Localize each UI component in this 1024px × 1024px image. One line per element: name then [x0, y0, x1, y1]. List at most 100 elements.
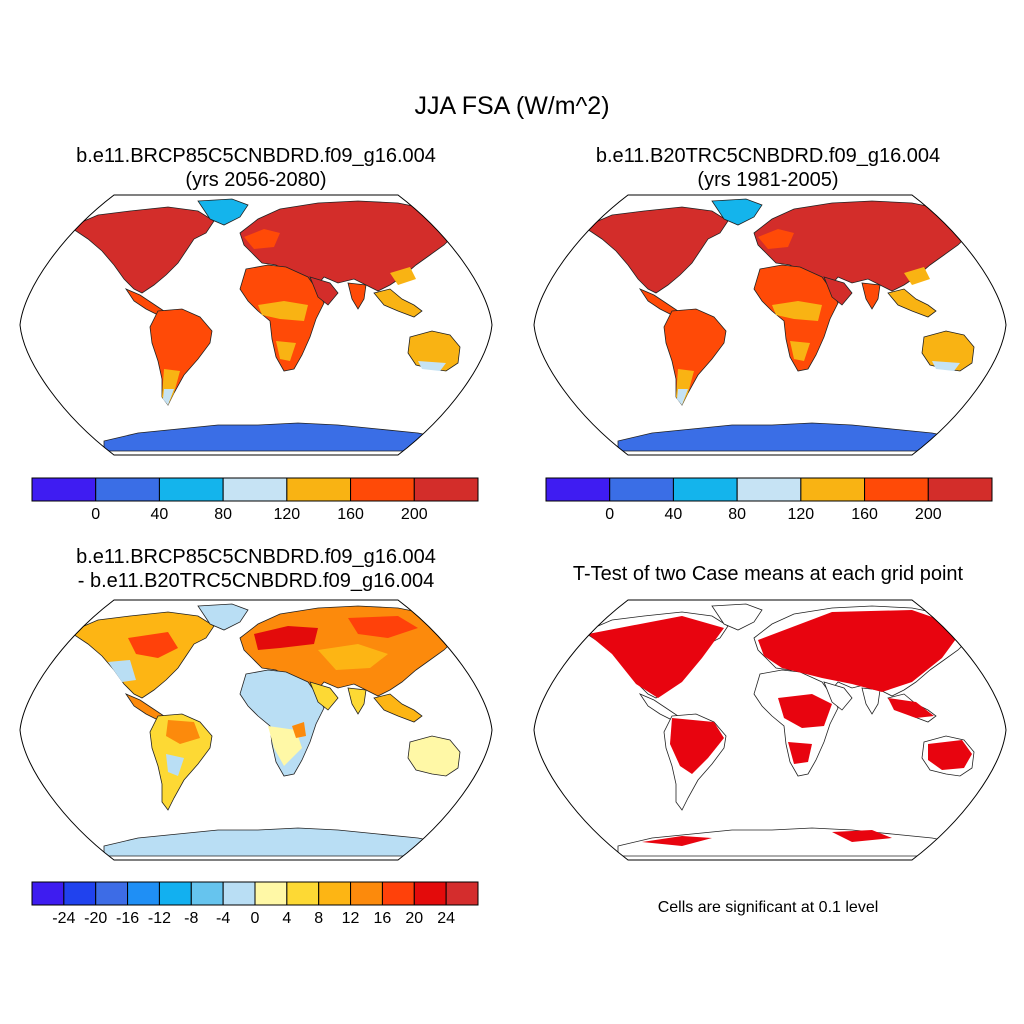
colorbar-tick-label: 80	[214, 506, 233, 523]
continent-greenland	[197, 603, 249, 631]
colorbar-tick-label: 120	[273, 506, 301, 523]
map-shade-patch	[254, 626, 318, 650]
significant-cells	[778, 694, 832, 728]
colorbar-tick-label: 160	[337, 506, 364, 523]
colorbar-tick-label: 0	[605, 506, 615, 523]
colorbar-tick-label: 40	[664, 506, 683, 523]
panel3-title-minus-case: - b.e11.B20TRC5CNBDRD.f09_g16.004	[77, 570, 435, 592]
significance-note: Cells are significant at 0.1 level	[657, 899, 879, 916]
colorbar-swatch	[95, 881, 129, 906]
map-shade-patch	[163, 389, 174, 405]
continent-greenland	[711, 198, 763, 226]
continent-australia	[407, 735, 461, 777]
colorbar-swatch	[445, 881, 479, 906]
continent-india	[347, 282, 367, 310]
map-shade-patch	[292, 722, 306, 738]
map-shade-patch	[772, 301, 822, 321]
map-shade-patch	[790, 341, 810, 361]
colorbar-swatch	[736, 477, 802, 502]
colorbar-swatch	[95, 477, 160, 502]
colorbar-swatch	[222, 477, 288, 502]
colorbar-tick-label: -4	[216, 910, 231, 927]
map-shade-patch	[390, 267, 416, 285]
colorbar-tick-label: 0	[250, 910, 260, 927]
continent-northAmerica	[69, 206, 215, 294]
continent-arabia	[823, 276, 853, 306]
continent-seAsia	[373, 693, 423, 723]
colorbar-swatch	[286, 881, 320, 906]
colorbar-tick-label: 160	[851, 506, 878, 523]
continent-india	[861, 282, 881, 310]
colorbar-swatch	[350, 881, 383, 906]
colorbar-swatch	[800, 477, 866, 502]
colorbar-swatch	[864, 477, 929, 502]
panel1-title-years: (yrs 2056-2080)	[185, 169, 327, 191]
significant-cells	[588, 616, 724, 698]
map-border	[19, 599, 493, 861]
map-shade-patch	[108, 660, 136, 682]
panel2-title-case: b.e11.B20TRC5CNBDRD.f09_g16.004	[595, 145, 941, 167]
colorbar-difference	[31, 881, 479, 906]
map-shade-patch	[166, 754, 184, 776]
colorbar-swatch	[31, 477, 97, 502]
continent-seAsia	[373, 288, 423, 318]
colorbar-tick-label: 24	[437, 910, 456, 927]
panel1-title-case: b.e11.BRCP85C5CNBDRD.f09_g16.004	[76, 145, 436, 167]
map-border	[19, 194, 493, 456]
colorbar-swatch	[158, 881, 192, 906]
colorbar-swatch	[63, 881, 97, 906]
map-shade-patch	[318, 644, 388, 670]
colorbar-swatch	[381, 881, 415, 906]
significant-cells	[888, 698, 934, 718]
panel2-title-years: (yrs 1981-2005)	[697, 169, 839, 191]
colorbar-tick-label: 40	[150, 506, 169, 523]
significant-cells	[928, 740, 972, 770]
colorbar-tick-label: 120	[787, 506, 815, 523]
figure-title: JJA FSA (W/m^2)	[414, 92, 610, 120]
continent-africa	[239, 669, 325, 777]
map-shade-patch	[258, 301, 308, 321]
continent-greenland	[711, 603, 763, 631]
colorbar-swatch	[413, 881, 447, 906]
continent-arabia	[823, 681, 853, 711]
map-border	[533, 599, 1007, 861]
map-ttest-significance	[533, 599, 1007, 861]
colorbar-swatch	[927, 477, 993, 502]
map-shade-patch	[276, 341, 296, 361]
map-shade-patch	[677, 389, 688, 405]
colorbar-swatch	[31, 881, 65, 906]
colorbar-tick-label: 200	[914, 506, 942, 523]
colorbar-swatch	[545, 477, 611, 502]
colorbar-swatch	[672, 477, 738, 502]
colorbar-swatch	[190, 881, 224, 906]
colorbar-swatch	[222, 881, 256, 906]
colorbar-swatch	[609, 477, 674, 502]
map-shade-patch	[418, 361, 446, 371]
significant-cells	[642, 836, 712, 846]
colorbar-tick-label: 0	[91, 506, 101, 523]
colorbar-tick-label: 80	[728, 506, 747, 523]
map-shade-patch	[268, 726, 302, 766]
colorbar-absolute-future	[31, 477, 479, 502]
colorbar-tick-label: 4	[282, 910, 292, 927]
colorbar-tick-label: -12	[147, 910, 171, 927]
continent-northAmerica	[583, 206, 729, 294]
map-shade-patch	[128, 632, 178, 658]
colorbar-tick-label: 200	[400, 506, 428, 523]
colorbar-tick-label: -8	[184, 910, 199, 927]
continent-arabia	[309, 681, 339, 711]
map-shade-patch	[166, 720, 200, 744]
continent-australia	[921, 330, 975, 372]
colorbar-tick-label: 8	[314, 910, 324, 927]
colorbar-tick-label: 20	[405, 910, 424, 927]
colorbar-swatch	[350, 477, 415, 502]
map-difference	[19, 599, 493, 861]
colorbar-swatch	[318, 881, 352, 906]
significant-cells	[670, 718, 724, 774]
colorbar-absolute-historical	[545, 477, 993, 502]
colorbar-swatch	[127, 881, 160, 906]
colorbar-tick-label: 12	[341, 910, 360, 927]
colorbar-tick-label: -16	[116, 910, 140, 927]
map-shade-patch	[348, 616, 418, 638]
map-border	[533, 194, 1007, 456]
